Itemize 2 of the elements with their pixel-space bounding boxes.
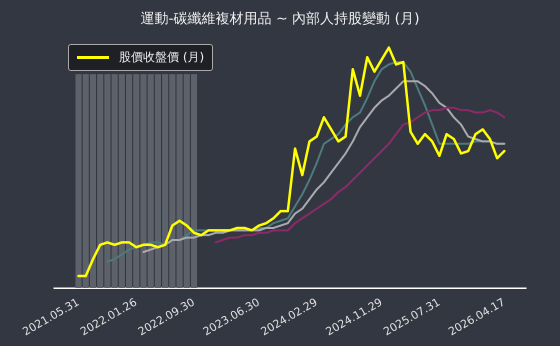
legend-label: 股價收盤價 (月) xyxy=(119,49,204,66)
chart-title: 運動-碳纖維複材用品 ~ 內部人持股變動 (月) xyxy=(139,10,421,28)
